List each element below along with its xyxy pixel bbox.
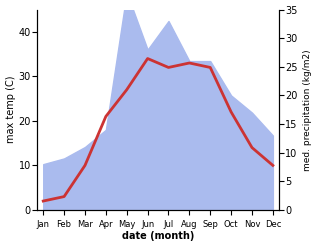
Y-axis label: med. precipitation (kg/m2): med. precipitation (kg/m2) [303,49,313,171]
Y-axis label: max temp (C): max temp (C) [5,76,16,144]
X-axis label: date (month): date (month) [122,231,194,242]
